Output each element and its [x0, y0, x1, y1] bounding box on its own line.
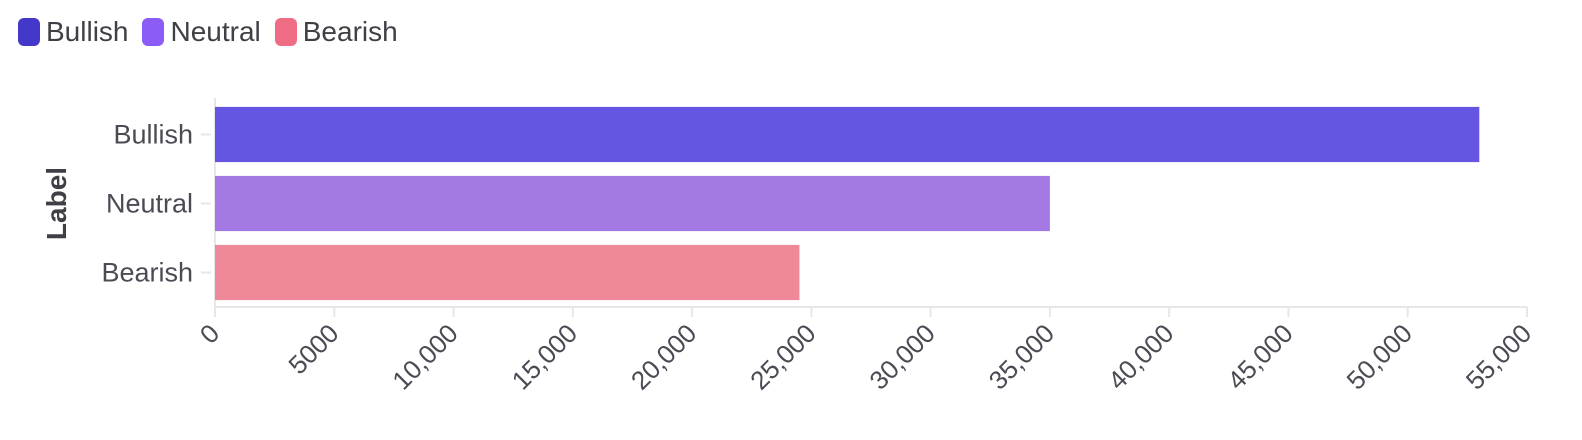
- x-tick-label: 25,000: [744, 318, 821, 395]
- category-label-bearish: Bearish: [101, 258, 193, 288]
- legend-item-bullish[interactable]: Bullish: [18, 18, 128, 46]
- legend-swatch-neutral: [142, 18, 165, 46]
- x-tick-label: 10,000: [386, 318, 463, 395]
- x-tick-label: 30,000: [863, 318, 940, 395]
- x-tick-label: 45,000: [1221, 318, 1298, 395]
- x-tick-label: 5000: [282, 318, 344, 380]
- bar-bullish[interactable]: [215, 106, 1480, 163]
- x-tick-labels: 0 5000 10,000 15,000 20,000 25,000 30,000 35,00…: [194, 318, 1537, 395]
- y-axis-title: Label: [41, 167, 72, 240]
- x-tick-label: 50,000: [1341, 318, 1418, 395]
- legend-swatch-bearish: [274, 18, 297, 46]
- x-tick-label: 15,000: [506, 318, 583, 395]
- category-labels: Bullish Neutral Bearish: [101, 120, 193, 288]
- chart-legend: Bullish Neutral Bearish: [18, 18, 398, 46]
- legend-swatch-bullish: [18, 18, 40, 46]
- bar-bearish[interactable]: [215, 244, 800, 301]
- category-label-neutral: Neutral: [106, 189, 193, 219]
- legend-label-bullish: Bullish: [46, 16, 129, 47]
- legend-item-neutral[interactable]: Neutral: [142, 16, 261, 47]
- x-tick-label: 55,000: [1460, 318, 1537, 395]
- x-tick-label: 35,000: [983, 318, 1060, 395]
- legend-label-bearish: Bearish: [302, 16, 398, 47]
- legend-label-neutral: Neutral: [170, 16, 261, 47]
- category-label-bullish: Bullish: [113, 120, 193, 150]
- x-tick-label: 20,000: [625, 318, 702, 395]
- chart-bars: [215, 106, 1480, 301]
- legend-item-bearish[interactable]: Bearish: [274, 16, 398, 47]
- x-tick-label: 40,000: [1102, 318, 1179, 395]
- x-tick-label: 0: [194, 318, 225, 349]
- bar-neutral[interactable]: [215, 175, 1050, 232]
